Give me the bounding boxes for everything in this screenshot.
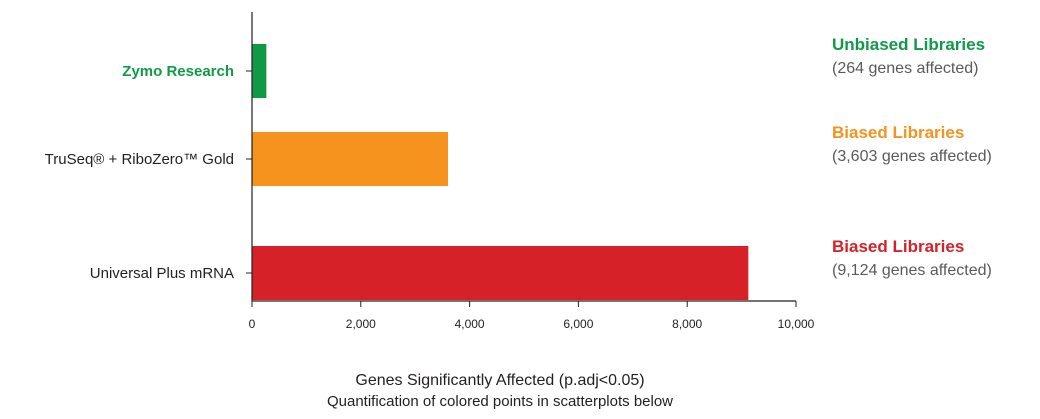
category-labels: Zymo Research TruSeq® + RiboZero™ Gold Uni… <box>45 63 234 282</box>
category-label-2: Universal Plus mRNA <box>90 265 234 282</box>
x-tick-label-3: 6,000 <box>563 317 593 331</box>
annotation-title-0: Unbiased Libraries <box>832 35 985 54</box>
axes-group <box>246 12 796 302</box>
annotation-title-2: Biased Libraries <box>832 237 964 256</box>
annotation-detail-0: (264 genes affected) <box>832 60 978 77</box>
annotation-detail-2: (9,124 genes affected) <box>832 262 992 279</box>
annotation-title-1: Biased Libraries <box>832 123 964 142</box>
x-tick-label-4: 8,000 <box>672 317 702 331</box>
x-axis-label: Genes Significantly Affected (p.adj<0.05… <box>355 372 644 389</box>
bars-group <box>252 44 749 300</box>
category-label-1: TruSeq® + RiboZero™ Gold <box>45 151 234 168</box>
bar-1 <box>252 132 449 186</box>
x-tick-label-1: 2,000 <box>346 317 376 331</box>
x-tick-label-2: 4,000 <box>455 317 485 331</box>
x-tick-label-0: 0 <box>249 317 256 331</box>
bar-2 <box>252 246 749 300</box>
bar-0 <box>252 44 267 98</box>
x-tick-label-5: 10,000 <box>778 317 815 331</box>
category-label-0: Zymo Research <box>122 63 234 80</box>
chart-subtitle: Quantification of colored points in scat… <box>327 393 673 410</box>
annotation-detail-1: (3,603 genes affected) <box>832 148 992 165</box>
annotations-group: Unbiased Libraries (264 genes affected) Bi… <box>832 35 992 279</box>
x-ticks: 0 2,000 4,000 6,000 8,000 10,000 <box>249 301 815 331</box>
